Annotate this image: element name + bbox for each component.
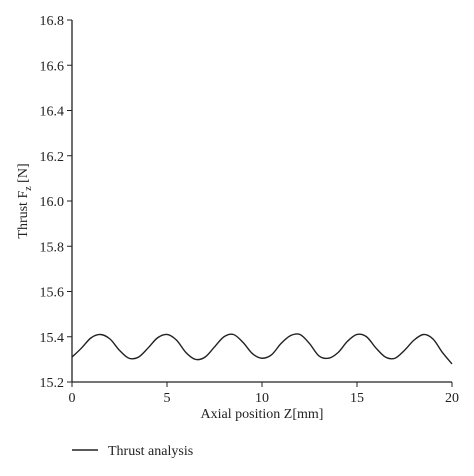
y-tick-label: 16.0 [40,195,65,210]
series-layer [71,333,453,365]
y-axis-title-prefix: Thrust F [16,191,31,239]
y-tick-label: 16.8 [40,14,65,29]
y-tick-label: 15.2 [40,376,65,391]
plot-frame [71,20,452,383]
y-tick-label: 16.4 [40,105,65,120]
y-tick-label: 16.6 [40,59,65,74]
y-tick-label: 15.4 [40,331,65,346]
x-tick-label: 0 [69,391,76,406]
series-line-0 [71,333,453,365]
legend-label: Thrust analysis [108,444,193,459]
x-tick-label: 10 [255,391,269,406]
legend: Thrust analysis [72,444,193,459]
y-tick-label: 15.8 [40,240,65,255]
y-axis-title: Thrust Fz [N] [16,163,34,238]
y-axis-title-subscript: z [23,186,34,191]
y-axis-ticks: 15.2 15.4 15.6 15.8 16.0 16.2 16.4 16.6 16.8 [40,14,72,391]
x-tick-label: 20 [445,391,459,406]
x-axis-title: Axial position Z[mm] [201,407,324,422]
x-tick-label: 5 [164,391,171,406]
x-tick-label: 15 [350,391,364,406]
y-tick-label: 15.6 [40,286,65,301]
y-tick-label: 16.2 [40,150,65,165]
y-axis-title-suffix: [N] [16,163,31,186]
x-axis-ticks: 0 5 10 15 20 [69,382,459,406]
